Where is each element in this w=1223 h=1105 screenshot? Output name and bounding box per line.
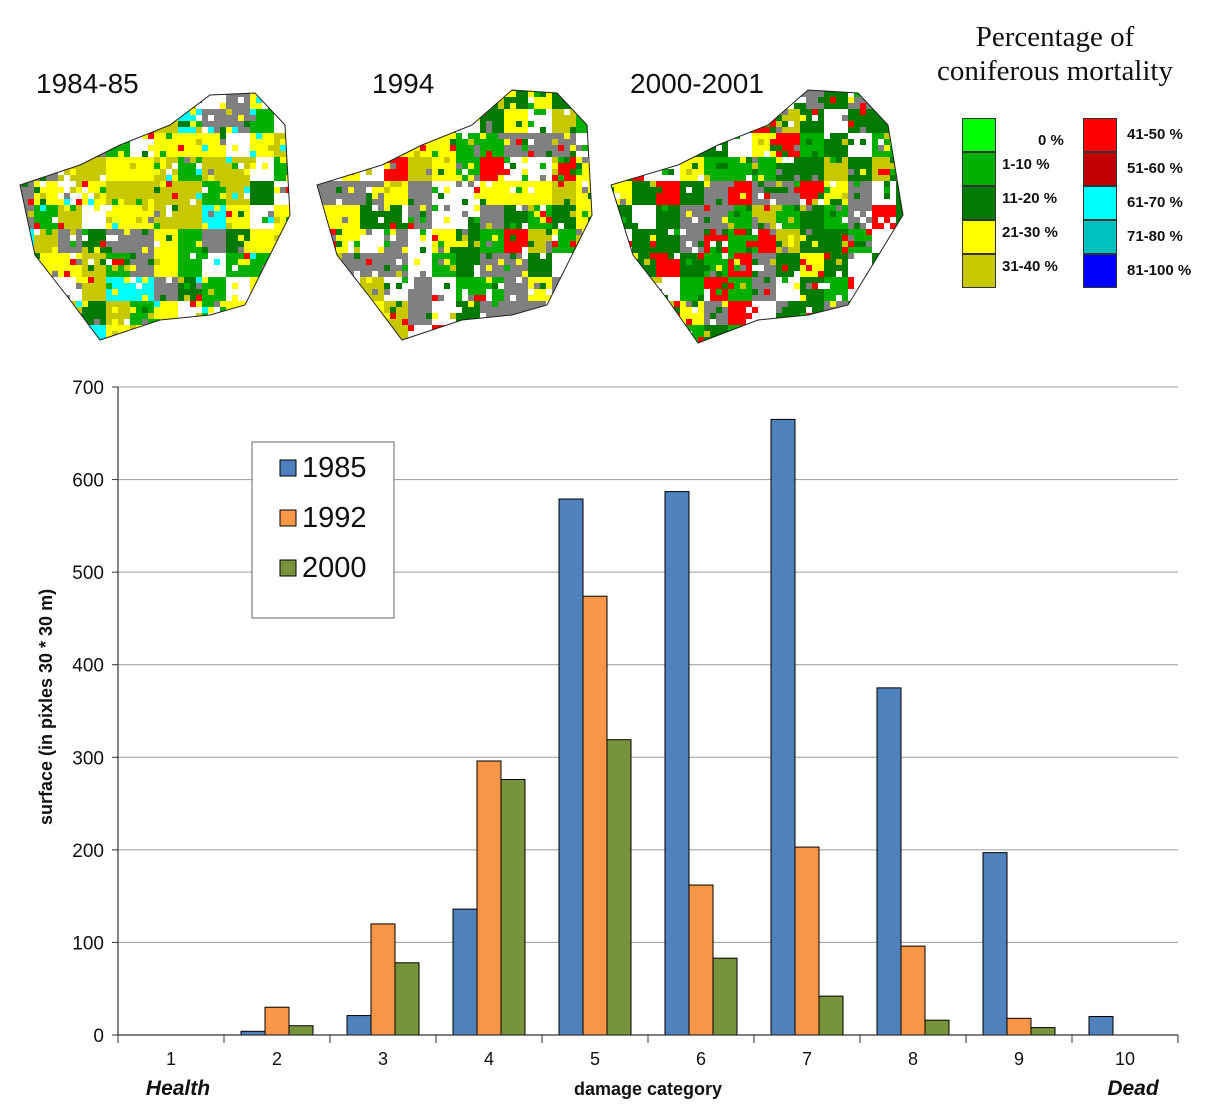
- x-tick-label: 5: [590, 1049, 600, 1069]
- bar-1992-cat-2: [264, 1006, 290, 1036]
- mortality-legend-label: 41-50 %: [1127, 126, 1183, 143]
- bar-2000-cat-3: [394, 962, 420, 1036]
- bar-1992-cat-4: [476, 760, 502, 1036]
- mortality-legend-swatch: [1083, 220, 1117, 254]
- bar-1985-cat-7: [770, 418, 796, 1036]
- mortality-legend-swatch: [962, 118, 996, 152]
- mortality-legend-swatch: [962, 220, 996, 254]
- bar-1985-cat-3: [346, 1015, 372, 1036]
- mortality-legend-swatch: [1083, 186, 1117, 220]
- bar-2000-cat-6: [712, 957, 738, 1036]
- mortality-legend-title: Percentage of coniferous mortality: [915, 20, 1195, 88]
- mortality-map-2000: [610, 89, 904, 344]
- chart-legend-label-1992: 1992: [302, 502, 367, 534]
- y-tick-label: 500: [72, 563, 104, 584]
- mortality-legend-label: 31-40 %: [1002, 258, 1058, 275]
- bar-1985-cat-5: [558, 498, 584, 1036]
- mortality-legend-swatch: [962, 152, 996, 186]
- bar-1992-cat-5: [582, 595, 608, 1036]
- bar-1992-cat-9: [1006, 1017, 1032, 1036]
- axes: 0 100 200 300 400 500 600 700 1 2 3 4 5 6 7 8 9 10: [72, 378, 1179, 1069]
- map-label-2000: 2000-2001: [630, 68, 764, 99]
- x-axis-label: damage category: [574, 1079, 722, 1099]
- bar-1992-cat-7: [794, 846, 820, 1036]
- mortality-map-1984: [19, 92, 291, 341]
- y-tick-label: 600: [72, 471, 104, 492]
- y-tick-label: 400: [72, 656, 104, 677]
- x-right-label: Dead: [1107, 1077, 1160, 1100]
- chart-legend-label-1985: 1985: [302, 452, 367, 484]
- bar-1985-cat-10: [1088, 1015, 1114, 1036]
- mortality-map-1994: [316, 89, 593, 341]
- x-tick-label: 6: [696, 1049, 706, 1069]
- mortality-legend-label: 0 %: [1038, 132, 1064, 149]
- y-axis-label: surface (in pixles 30 * 30 m): [36, 589, 56, 825]
- x-tick-label: 8: [908, 1049, 918, 1069]
- mortality-legend-swatch: [1083, 152, 1117, 186]
- y-tick-label: 200: [72, 841, 104, 862]
- chart-legend-swatch-2000: [279, 559, 297, 577]
- mortality-legend-label: 11-20 %: [1002, 190, 1058, 207]
- mortality-legend-label: 21-30 %: [1002, 224, 1058, 241]
- mortality-legend-label: 1-10 %: [1002, 156, 1050, 173]
- mortality-legend-label: 71-80 %: [1127, 228, 1183, 245]
- x-tick-label: 7: [802, 1049, 812, 1069]
- mortality-legend-title-line2: coniferous mortality: [937, 55, 1173, 87]
- mortality-legend-title-line1: Percentage of: [975, 21, 1135, 53]
- x-tick-label: 3: [378, 1049, 388, 1069]
- mortality-legend-swatch: [962, 186, 996, 220]
- chart-legend: 1985 1992 2000: [251, 441, 395, 619]
- bar-1992-cat-3: [370, 923, 396, 1036]
- mortality-legend-swatch: [1083, 118, 1117, 152]
- bar-2000-cat-9: [1030, 1027, 1056, 1036]
- y-tick-label: 100: [72, 933, 104, 954]
- chart-legend-swatch-1985: [279, 459, 297, 477]
- x-tick-label: 4: [484, 1049, 494, 1069]
- damage-bar-chart: 0 100 200 300 400 500 600 700 1 2 3 4 5 6 7 8 9 10 surfac…: [36, 378, 1179, 1100]
- mortality-legend-swatch: [1083, 254, 1117, 288]
- bar-1992-cat-6: [688, 884, 714, 1036]
- mortality-legend-label: 61-70 %: [1127, 194, 1183, 211]
- mortality-legend-label: 81-100 %: [1127, 262, 1192, 279]
- x-tick-label: 1: [166, 1049, 176, 1069]
- bar-1985-cat-4: [452, 908, 478, 1036]
- bar-2000-cat-5: [606, 739, 632, 1036]
- bar-2000-cat-8: [924, 1019, 950, 1036]
- map-label-1984: 1984-85: [36, 68, 139, 99]
- bar-2000-cat-2: [288, 1025, 314, 1036]
- bars: [240, 418, 1114, 1036]
- y-tick-label: 300: [72, 748, 104, 769]
- y-tick-label: 700: [72, 378, 104, 399]
- bar-1992-cat-8: [900, 945, 926, 1036]
- bar-2000-cat-4: [500, 779, 526, 1036]
- x-tick-label: 10: [1115, 1049, 1135, 1069]
- bar-1985-cat-9: [982, 852, 1008, 1036]
- chart-legend-swatch-1992: [279, 509, 297, 527]
- map-label-1994: 1994: [372, 68, 435, 99]
- bar-1985-cat-6: [664, 491, 690, 1036]
- chart-legend-label-2000: 2000: [302, 552, 367, 584]
- x-tick-label: 2: [272, 1049, 282, 1069]
- x-tick-label: 9: [1014, 1049, 1024, 1069]
- bar-2000-cat-7: [818, 995, 844, 1036]
- bar-1985-cat-8: [876, 687, 902, 1036]
- mortality-legend-swatch: [962, 254, 996, 288]
- x-left-label: Health: [146, 1077, 210, 1100]
- y-tick-label: 0: [93, 1026, 104, 1047]
- chart-legend-box: [251, 441, 395, 619]
- mortality-legend-label: 51-60 %: [1127, 160, 1183, 177]
